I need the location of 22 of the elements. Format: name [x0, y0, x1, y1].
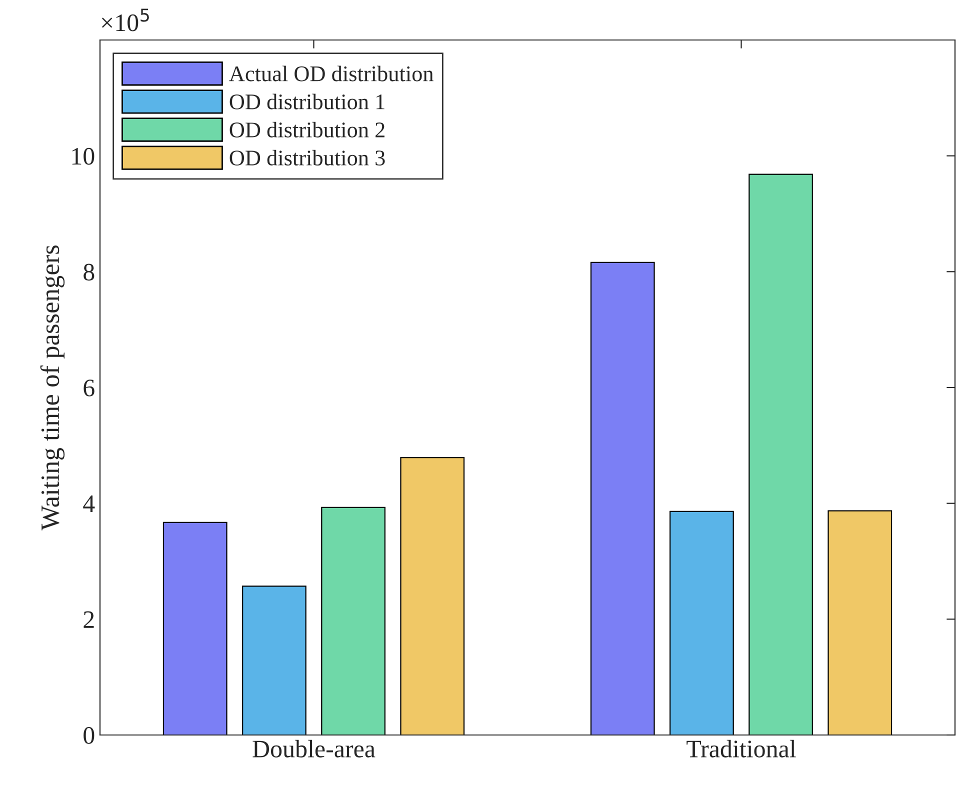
bar	[748, 174, 813, 735]
y-axis-title: Waiting time of passengers	[40, 246, 65, 530]
legend-label: OD distribution 3	[230, 150, 385, 166]
text: ×10$^{5}$	[102, 8, 149, 32]
legend-label: OD distribution 1	[230, 94, 384, 110]
legend-label: OD distribution 2	[230, 122, 384, 138]
x-tick-label: Double-area	[252, 740, 376, 758]
bar	[670, 510, 734, 735]
y-tick-label: 6	[84, 380, 94, 396]
bar	[242, 586, 306, 735]
y-tick-label: 4	[83, 496, 95, 512]
bar	[400, 457, 465, 735]
y-tick-label: 2	[84, 611, 94, 628]
y-tick-label: 10	[72, 148, 94, 165]
y-tick-label: 8	[84, 264, 94, 281]
legend-label: Actual OD distribution	[229, 66, 434, 82]
bar	[162, 522, 228, 735]
x-tick-label: Traditional	[686, 740, 796, 758]
bar	[828, 510, 892, 735]
y-tick-label: 0	[84, 727, 94, 744]
bar	[590, 262, 655, 735]
bar	[321, 506, 386, 735]
